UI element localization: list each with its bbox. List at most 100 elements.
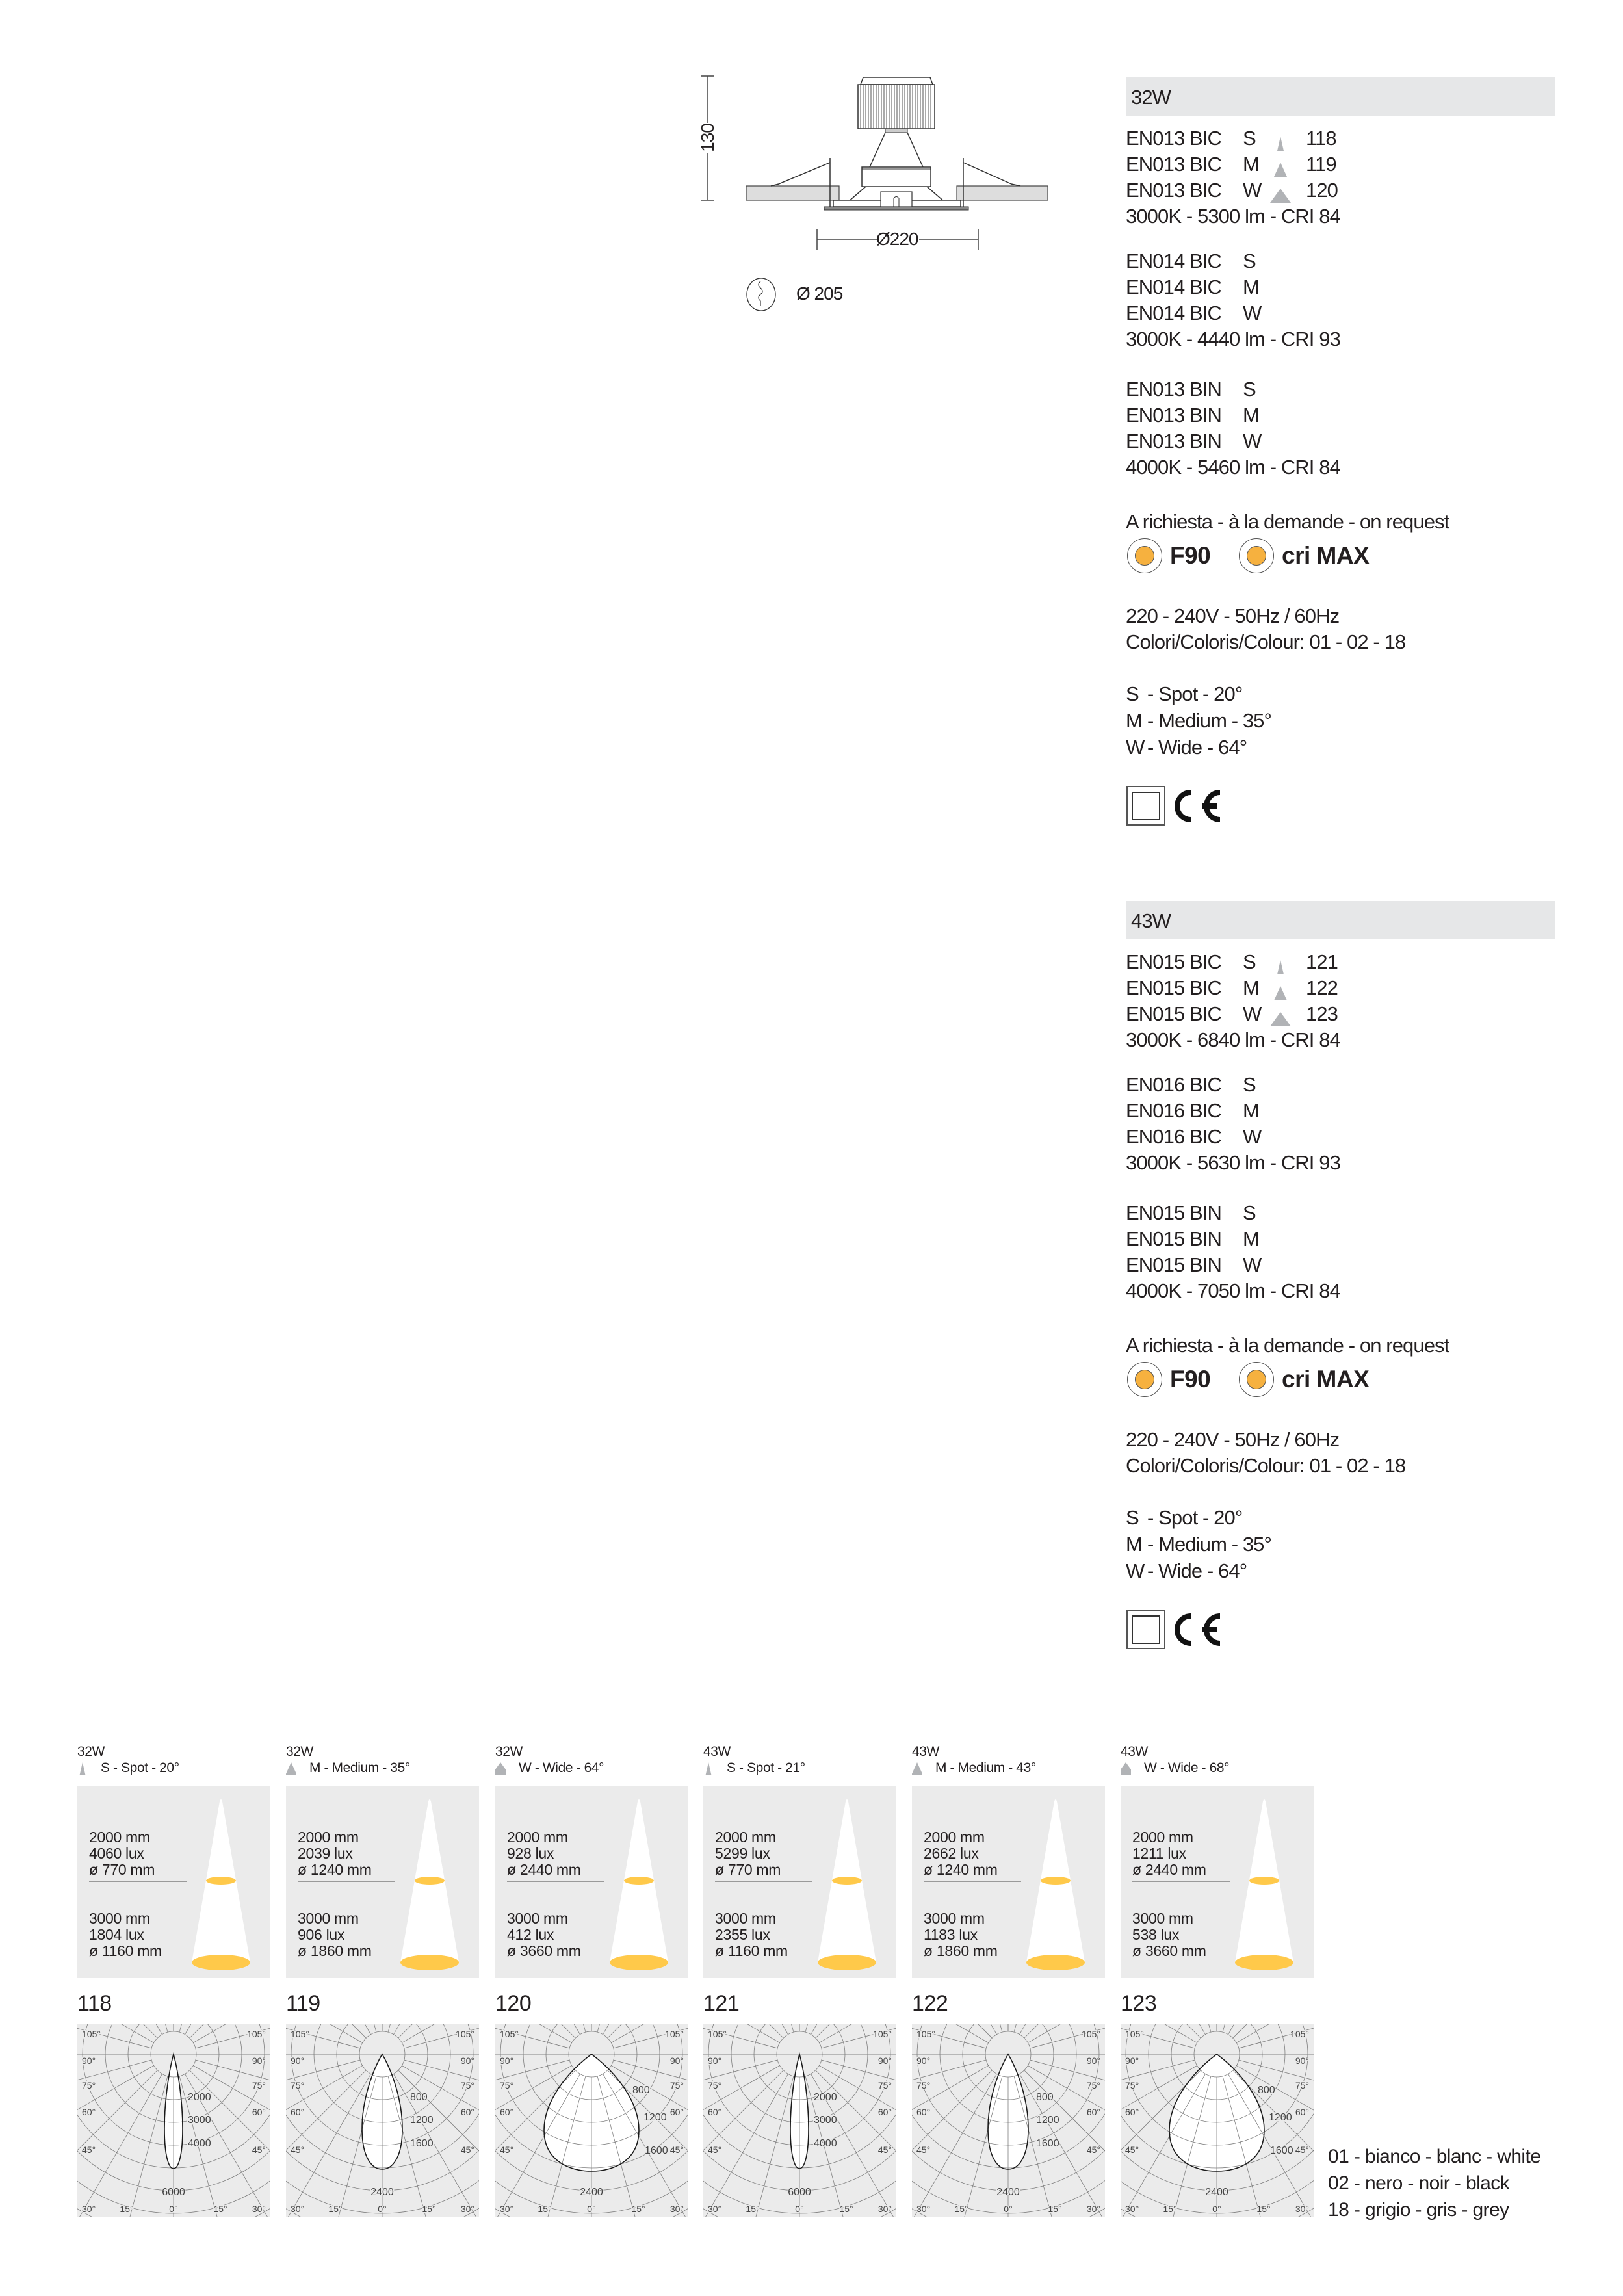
near-lux: 2662 lux [924, 1845, 979, 1862]
far-lux: 538 lux [1132, 1926, 1180, 1943]
angle-label: 90° [252, 2055, 266, 2066]
product-code-row: EN014 BIC W [1126, 300, 1555, 326]
near-diameter: ø 1240 mm [298, 1861, 372, 1878]
polar-diagram: 105° 105° 90° 90° 75° 75° 60° 60° 45° 45° 30° 15° 0°… [703, 2024, 896, 2217]
beam-letter: W [1126, 736, 1145, 759]
beam-spot-near [624, 1877, 654, 1885]
angle-label: 60° [500, 2107, 513, 2117]
intensity-scale-label: 2400 [370, 2187, 394, 2198]
light-cone-diagram: 2000 mm 2662 lux ø 1240 mm 3000 mm 1183 lux ø… [912, 1786, 1105, 1978]
card-beam-label: M - Medium - 43° [935, 1760, 1036, 1775]
beam-legend-item: M- Medium - 35° [1126, 1531, 1555, 1558]
beam-letter: S [1126, 1506, 1139, 1529]
product-code-group: EN013 BIC S 118 EN013 BIC M 119 EN013 BIC W 120 3… [1126, 125, 1555, 229]
beam-legend-item: S - Spot - 20° [1126, 1504, 1555, 1531]
beam-description: - Wide - 64° [1147, 1559, 1247, 1582]
cone-near-values: 2000 mm 928 lux ø 2440 mm [507, 1829, 581, 1878]
class-ii-icon [1126, 1610, 1165, 1649]
option-label: F90 [1170, 1366, 1211, 1392]
cone-far-values: 3000 mm 1183 lux ø 1860 mm [924, 1911, 998, 1959]
angle-label: 75° [670, 2080, 684, 2091]
product-code: EN013 BIN [1126, 430, 1222, 452]
angle-label: 90° [291, 2055, 304, 2066]
product-code-row: EN015 BIN M [1126, 1226, 1555, 1252]
beam-icon-holder [1270, 183, 1291, 203]
angle-label: 60° [291, 2107, 304, 2117]
product-code-group: EN016 BIC S EN016 BIC M EN016 BIC W 3000K - 56… [1126, 1072, 1555, 1176]
card-power: 43W [703, 1744, 731, 1759]
near-distance: 2000 mm [89, 1829, 150, 1846]
angle-label: 90° [500, 2055, 513, 2066]
spec-line: 3000K - 4440 lm - CRI 93 [1126, 328, 1341, 350]
near-diameter: ø 1240 mm [924, 1861, 998, 1878]
near-lux: 5299 lux [715, 1845, 770, 1862]
near-diameter: ø 770 mm [715, 1861, 781, 1878]
angle-label: 15° [120, 2204, 133, 2214]
light-cone-diagram: 2000 mm 928 lux ø 2440 mm 3000 mm 412 lux ø 3… [495, 1786, 688, 1978]
angle-label: 30° [291, 2204, 304, 2214]
angle-label: 75° [252, 2080, 266, 2091]
angle-label: 60° [916, 2107, 930, 2117]
far-diameter: ø 1160 mm [715, 1942, 788, 1959]
polar-diagram: 105° 105° 90° 90° 75° 75° 60° 60° 45° 45° 30° 15° 0°… [495, 2024, 688, 2217]
product-code-row: EN013 BIC M 119 [1126, 151, 1555, 177]
angle-label: 15° [746, 2204, 759, 2214]
beam-legend-item: M- Medium - 35° [1126, 707, 1555, 734]
angle-label: 75° [878, 2080, 892, 2091]
beam-medium-icon [912, 1762, 922, 1775]
divider [715, 1881, 812, 1882]
beam-description: - Medium - 35° [1147, 1533, 1272, 1556]
card-beam: M - Medium - 43° [912, 1759, 1105, 1777]
product-code-row: EN014 BIC M [1126, 274, 1555, 300]
far-distance: 3000 mm [924, 1910, 985, 1927]
led-option-icon [1127, 538, 1162, 573]
beam-spot-far [192, 1955, 250, 1970]
divider [924, 1881, 1021, 1882]
intensity-curve [790, 2052, 809, 2169]
far-distance: 3000 mm [1132, 1910, 1193, 1927]
intensity-scale-label: 800 [1036, 2092, 1054, 2103]
product-code: EN015 BIN [1126, 1253, 1222, 1276]
angle-label: 90° [708, 2055, 721, 2066]
beam-letter: S [1243, 127, 1256, 150]
intensity-curve [1169, 2054, 1265, 2172]
colour-legend-item: 02 - nero - noir - black [1328, 2172, 1510, 2194]
angle-label: 45° [1295, 2145, 1309, 2155]
angle-label: 45° [708, 2145, 721, 2155]
angle-label: 15° [213, 2204, 227, 2214]
product-code-row: EN013 BIN M [1126, 402, 1555, 428]
angle-label: 15° [422, 2204, 435, 2214]
angle-label: 75° [461, 2080, 474, 2091]
beam-legend-item: W- Wide - 64° [1126, 1558, 1555, 1584]
card-power: 43W [1121, 1744, 1148, 1759]
led-option-icon [1239, 1362, 1274, 1397]
product-code-row: EN015 BIN S [1126, 1200, 1555, 1226]
beam-letter: M [1243, 1099, 1260, 1122]
near-diameter: ø 770 mm [89, 1861, 155, 1878]
beam-wide-icon [495, 1762, 506, 1775]
divider [1132, 1881, 1230, 1882]
beam-letter: S [1126, 683, 1139, 705]
beam-letter: M [1126, 709, 1143, 732]
intensity-curve [543, 2054, 640, 2172]
intensity-scale-label: 1200 [410, 2115, 434, 2126]
angle-label: 0° [795, 2204, 803, 2214]
beam-letter: S [1243, 950, 1256, 973]
product-code-row: EN014 BIC S [1126, 248, 1555, 274]
beam-icon-holder [1270, 955, 1291, 974]
card-beam-label: W - Wide - 68° [1144, 1760, 1230, 1775]
spec-line: 3000K - 5630 lm - CRI 93 [1126, 1151, 1341, 1174]
beam-description: - Wide - 64° [1147, 736, 1247, 759]
photometric-ref-number: 121 [703, 1991, 740, 2016]
cone-far-values: 3000 mm 2355 lux ø 1160 mm [715, 1911, 788, 1959]
beam-spot-near [832, 1877, 862, 1885]
height-dimension-label: 130 [697, 123, 718, 153]
cutout-diameter-label: Ø 205 [796, 283, 843, 304]
product-code-row: EN015 BIC W 123 [1126, 1001, 1555, 1027]
angle-label: 15° [954, 2204, 968, 2214]
near-lux: 928 lux [507, 1845, 554, 1862]
beam-letter: M [1243, 276, 1260, 298]
card-beam-label: S - Spot - 21° [727, 1760, 805, 1775]
product-code: EN015 BIC [1126, 950, 1222, 973]
photometric-ref: 118 [1306, 127, 1337, 150]
